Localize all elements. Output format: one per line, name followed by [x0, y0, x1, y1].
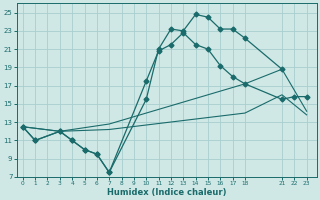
X-axis label: Humidex (Indice chaleur): Humidex (Indice chaleur): [107, 188, 226, 197]
